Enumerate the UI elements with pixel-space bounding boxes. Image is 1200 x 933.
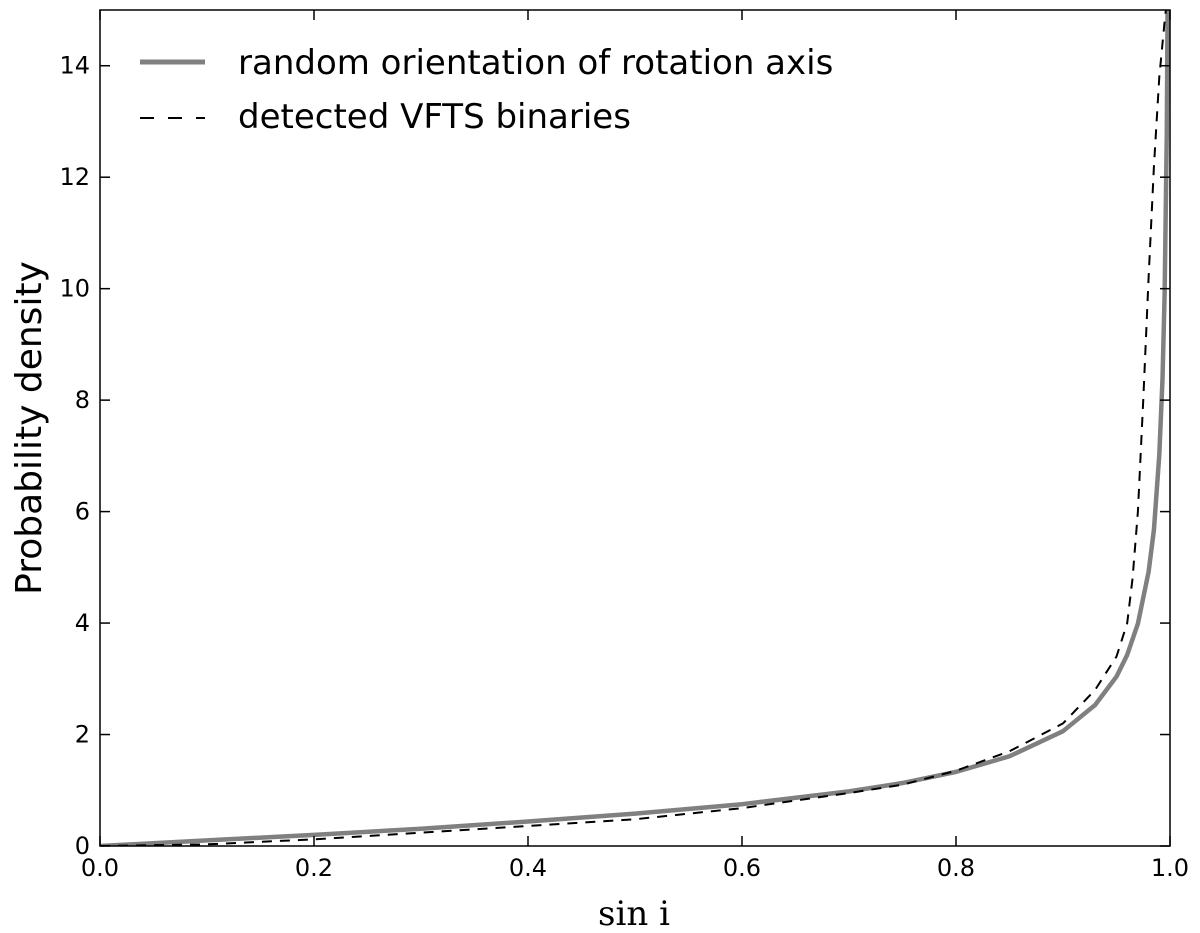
series-layer bbox=[100, 10, 1170, 846]
x-tick-label: 0.0 bbox=[81, 854, 119, 882]
y-axis-label: Probability density bbox=[9, 261, 50, 595]
series-line-random-orientation bbox=[100, 10, 1170, 846]
y-tick-label: 12 bbox=[59, 163, 90, 191]
legend-label-detected-vfts: detected VFTS binaries bbox=[238, 97, 631, 137]
y-tick-label: 6 bbox=[75, 498, 90, 526]
y-tick-label: 0 bbox=[75, 832, 90, 860]
x-axis-label: sin i bbox=[598, 894, 670, 933]
ticks-layer: 0.0 0.2 0.4 0.6 0.8 1.0 0 2 4 6 8 10 12 14 bbox=[59, 10, 1189, 882]
series-line-detected-vfts bbox=[100, 10, 1167, 846]
x-tick-label: 0.8 bbox=[937, 854, 975, 882]
y-tick-label: 14 bbox=[59, 52, 90, 80]
x-tick-label: 0.2 bbox=[295, 854, 333, 882]
x-tick-label: 0.6 bbox=[723, 854, 761, 882]
y-tick-label: 2 bbox=[75, 721, 90, 749]
legend: random orientation of rotation axis dete… bbox=[140, 43, 833, 137]
x-tick-label: 0.4 bbox=[509, 854, 547, 882]
y-tick-label: 10 bbox=[59, 275, 90, 303]
plot-frame bbox=[99, 9, 1171, 847]
y-tick-label: 8 bbox=[75, 386, 90, 414]
y-tick-label: 4 bbox=[75, 609, 90, 637]
legend-label-random-orientation: random orientation of rotation axis bbox=[238, 43, 833, 83]
x-tick-label: 1.0 bbox=[1151, 854, 1189, 882]
